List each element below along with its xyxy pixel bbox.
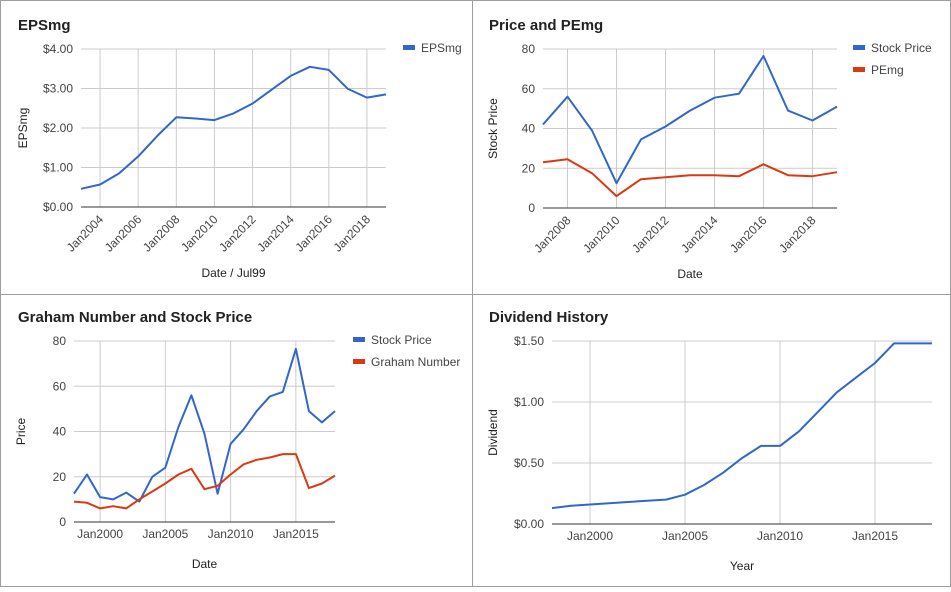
y-tick-label: $0.00 (514, 517, 544, 531)
chart-title: Graham Number and Stock Price (18, 309, 252, 326)
chart-title: Price and PEmg (489, 17, 603, 34)
y-tick-label: 60 (522, 82, 536, 96)
x-axis-title: Date (192, 557, 218, 571)
x-tick-label: Jan2005 (142, 527, 188, 541)
y-tick-label: $1.00 (43, 161, 73, 175)
x-tick-label: Jan2008 (531, 213, 574, 256)
chart-title: EPSmg (18, 17, 71, 34)
x-tick-label: Jan2015 (273, 527, 319, 541)
series-line-2 (542, 158, 838, 198)
series-line-1 (80, 65, 387, 190)
legend-label: Graham Number (371, 355, 460, 369)
x-tick-label: Jan2000 (77, 527, 123, 541)
eps-chart-panel: EPSmg $0.00 $1.00 $2.00 $3.00 $4.00 Jan2004 Ja… (0, 0, 473, 295)
legend-swatch (353, 337, 365, 342)
x-tick-label: Jan2006 (102, 212, 145, 255)
x-axis-title: Year (730, 559, 754, 573)
x-tick-label: Jan2008 (140, 212, 183, 255)
y-axis-title: Dividend (486, 409, 500, 456)
eps-chart: EPSmg $0.00$1.00$2.00$3.00$4.00Jan2004Ja… (16, 17, 462, 280)
x-tick-label: Jan2016 (292, 212, 335, 255)
series-line-1 (73, 347, 336, 503)
x-tick-label: Jan2000 (567, 529, 613, 543)
x-tick-label: Jan2005 (662, 529, 708, 543)
x-tick-label: Jan2012 (629, 213, 672, 256)
x-tick-label: Jan2010 (208, 527, 254, 541)
y-tick-label: $1.50 (514, 334, 544, 348)
x-tick-label: Jan2015 (852, 529, 898, 543)
legend-label: EPSmg (421, 41, 462, 55)
legend-label: Stock Price (871, 41, 932, 55)
x-tick-label: Jan2010 (757, 529, 803, 543)
y-tick-label: 0 (528, 201, 535, 215)
y-tick-label: $0.00 (43, 200, 73, 214)
y-tick-label: $1.00 (514, 395, 544, 409)
x-tick-label: Jan2014 (254, 212, 297, 255)
x-tick-label: Jan2018 (331, 212, 374, 255)
dividend-chart-panel: Dividend History $0.00 $0.50 $1.00 $1.50 Jan… (472, 294, 951, 587)
series-line-1 (542, 55, 838, 185)
x-tick-label: Jan2004 (64, 212, 107, 255)
legend-label: PEmg (871, 63, 904, 77)
y-tick-label: 80 (53, 334, 67, 348)
series-line-1 (551, 342, 932, 510)
legend-label: Stock Price (371, 333, 432, 347)
x-axis-title: Date (677, 267, 703, 281)
y-axis-title: Stock Price (486, 98, 500, 159)
y-tick-label: 40 (522, 122, 536, 136)
y-tick-label: 80 (522, 42, 536, 56)
y-tick-label: 40 (53, 425, 67, 439)
dividend-chart: Dividend History $0.00 $0.50 $1.00 $1.50 Jan… (486, 309, 932, 573)
chart-title: Dividend History (489, 309, 609, 326)
y-tick-label: 0 (59, 515, 66, 529)
price-pe-chart-panel: Price and PEmg 0 20 40 60 80 Jan2008 Jan2010 Ja… (472, 0, 951, 295)
y-tick-label: $3.00 (43, 82, 73, 96)
x-tick-label: Jan2016 (727, 213, 770, 256)
y-axis-title: Price (14, 418, 28, 446)
x-tick-label: Jan2014 (678, 213, 721, 256)
y-axis-title: EPSmg (16, 108, 30, 149)
legend-swatch (853, 67, 865, 72)
y-tick-label: $2.00 (43, 121, 73, 135)
legend-swatch (403, 45, 415, 50)
x-tick-label: Jan2010 (178, 212, 221, 255)
x-axis-title: Date / Jul99 (201, 266, 265, 280)
series-line-2 (73, 453, 336, 510)
y-tick-label: 60 (53, 379, 67, 393)
x-tick-label: Jan2012 (216, 212, 259, 255)
graham-chart-panel: Graham Number and Stock Price 0 20 40 60 80 J… (0, 294, 473, 587)
y-tick-label: $4.00 (43, 42, 73, 56)
legend-swatch (353, 359, 365, 364)
legend-swatch (853, 45, 865, 50)
x-tick-label: Jan2010 (580, 213, 623, 256)
x-tick-label: Jan2018 (776, 213, 819, 256)
graham-chart: Graham Number and Stock Price 0 20 40 60 80 J… (14, 309, 460, 571)
y-tick-label: $0.50 (514, 456, 544, 470)
y-tick-label: 20 (522, 161, 536, 175)
y-tick-label: 20 (53, 470, 67, 484)
